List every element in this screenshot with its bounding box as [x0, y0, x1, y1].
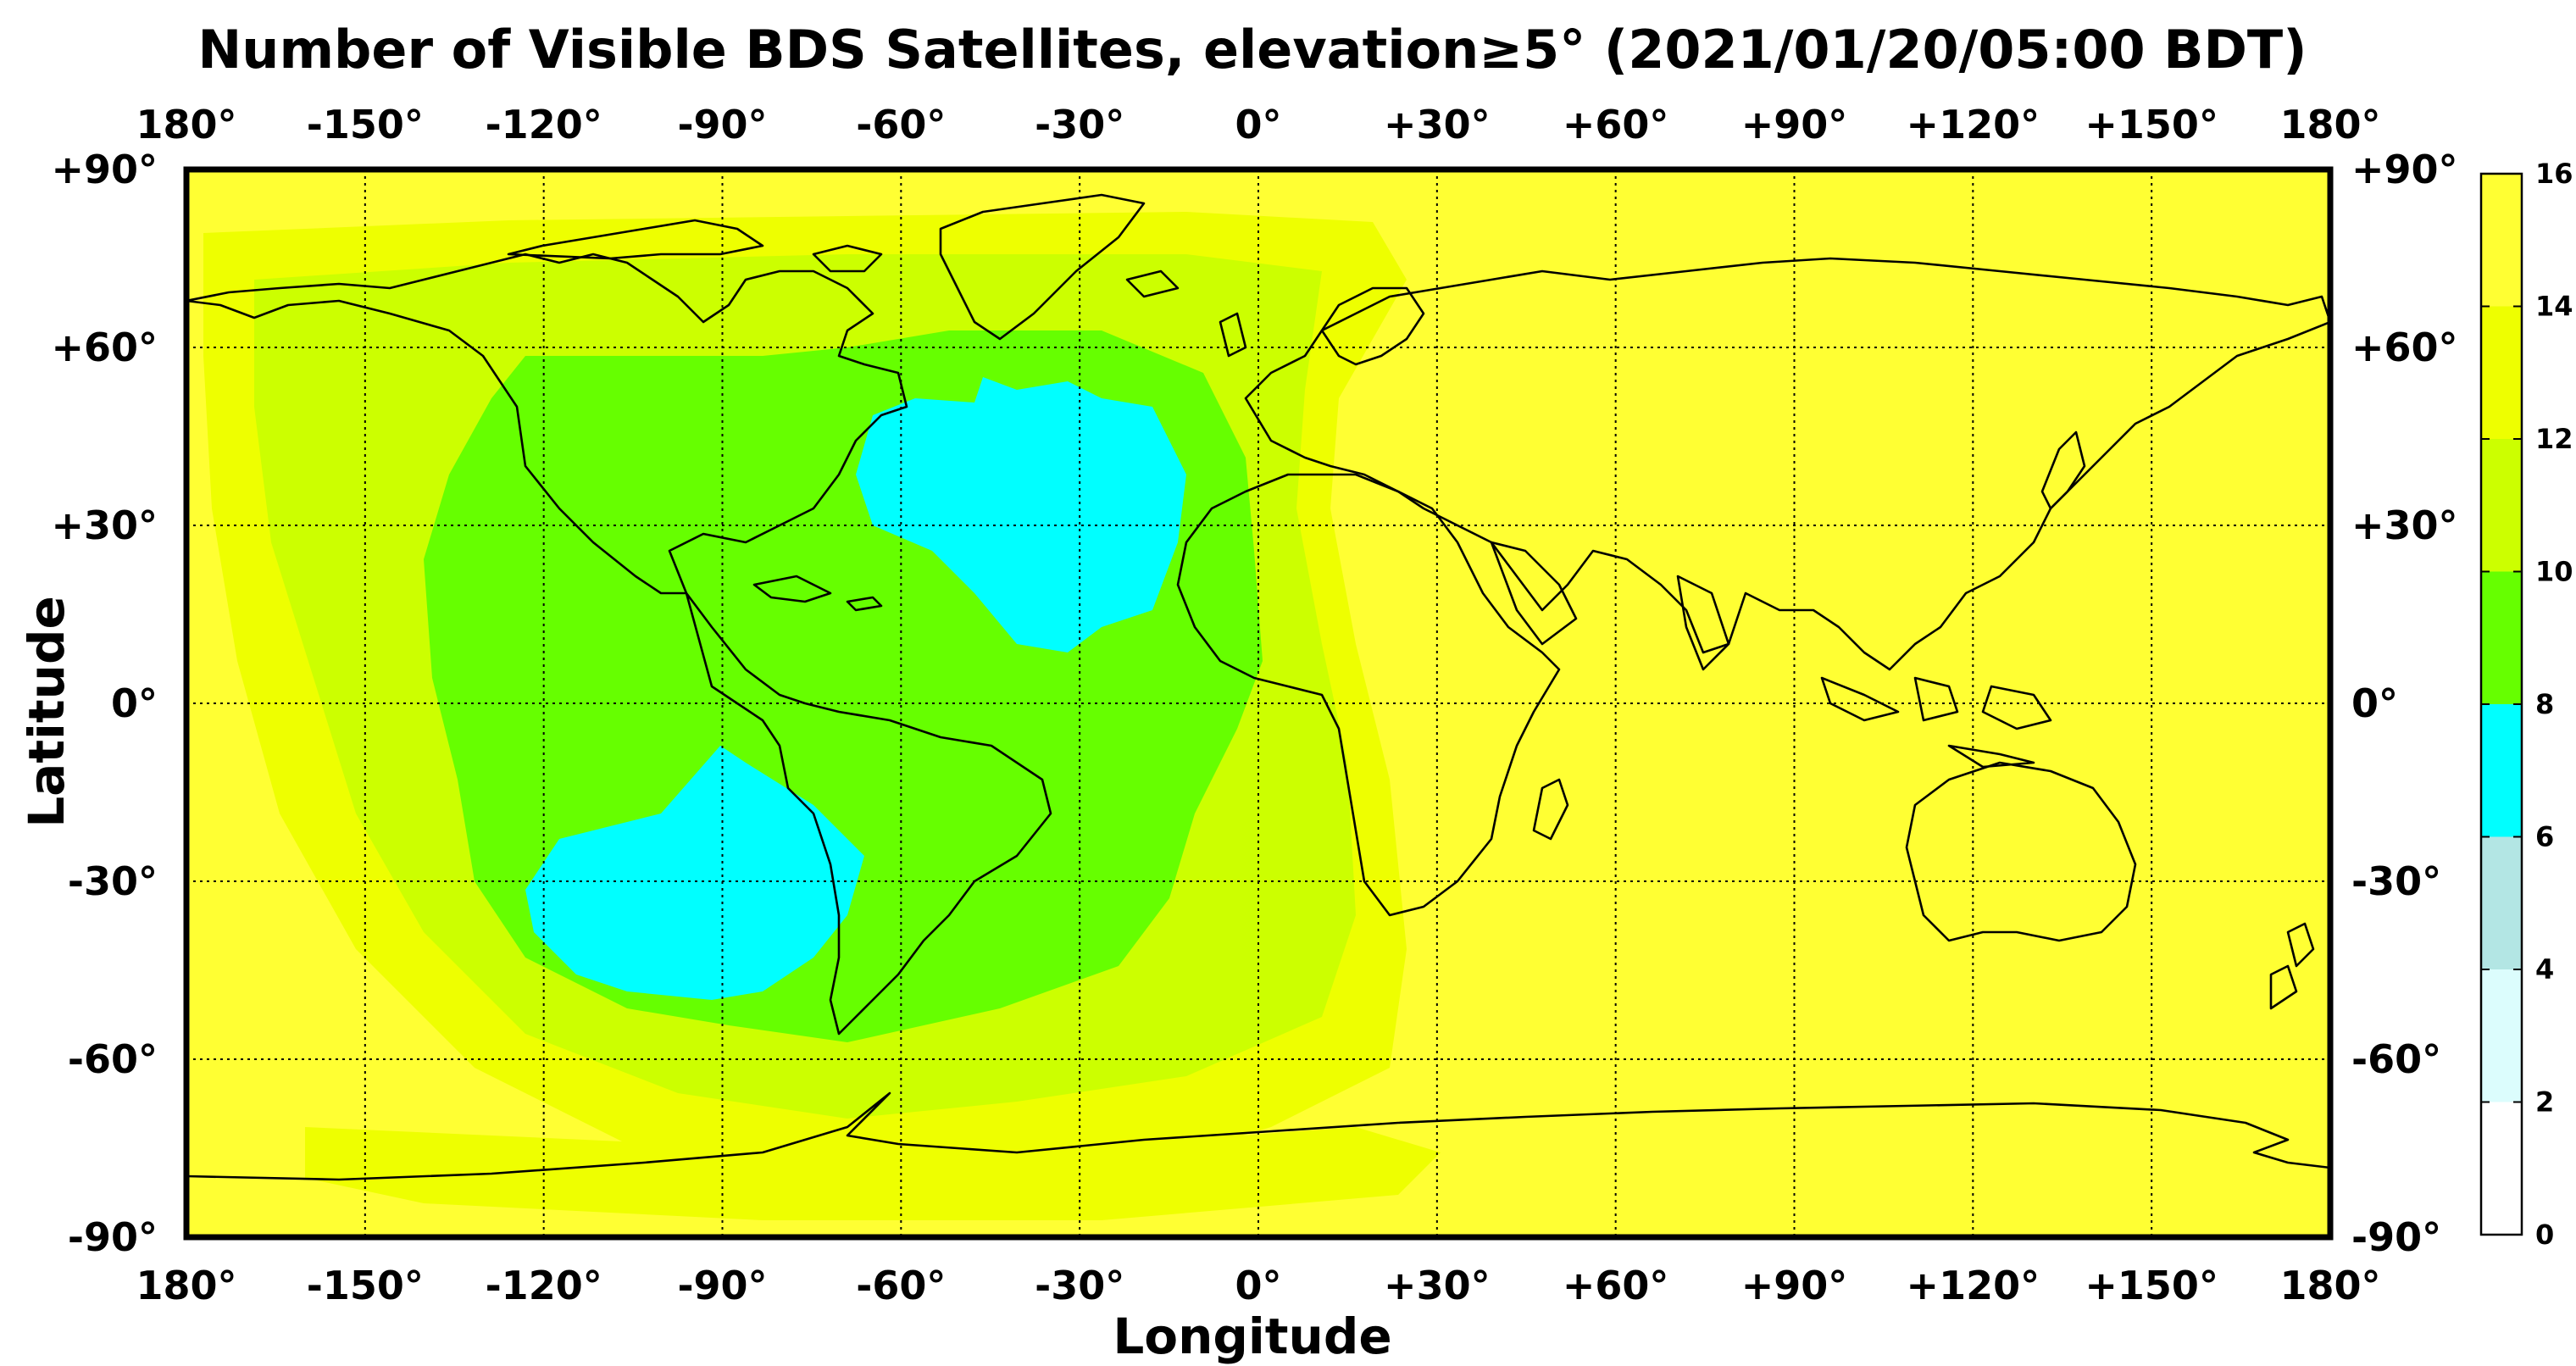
x-tick-label-bottom: +150° — [2085, 1263, 2218, 1308]
y-tick-label-right: +30° — [2351, 503, 2458, 548]
x-tick-label-top: +60° — [1563, 102, 1669, 147]
y-ticks-left: +90° +60° +30° 0° -30° -60° -90° — [51, 147, 158, 1260]
x-tick-label-bottom: -30° — [1035, 1263, 1124, 1308]
colorbar-tick-label: 4 — [2535, 953, 2554, 986]
x-tick-label-top: -90° — [677, 102, 767, 147]
colorbar-band — [2481, 174, 2522, 307]
colorbar-band — [2481, 1102, 2522, 1235]
y-ticks-right: +90° +60° +30° 0° -30° -60° -90° — [2351, 147, 2458, 1260]
y-tick-label-left: 0° — [111, 680, 158, 726]
colorbar-tick-label: 14 — [2535, 291, 2573, 323]
x-tick-label-top: 180° — [136, 102, 236, 147]
colorbar-bands — [2481, 174, 2522, 1235]
y-tick-label-right: -90° — [2351, 1214, 2441, 1260]
colorbar-tick-label: 2 — [2535, 1086, 2554, 1119]
colorbar-tick-label: 0 — [2535, 1219, 2554, 1251]
colorbar-band — [2481, 704, 2522, 837]
x-tick-label-top: -30° — [1035, 102, 1124, 147]
chart-title: Number of Visible BDS Satellites, elevat… — [197, 19, 2307, 81]
x-tick-label-top: +150° — [2085, 102, 2218, 147]
y-tick-label-left: +30° — [51, 503, 158, 548]
y-tick-label-right: -60° — [2351, 1036, 2441, 1082]
y-tick-label-left: -90° — [68, 1214, 158, 1260]
x-tick-label-top: -120° — [486, 102, 602, 147]
x-tick-label-top: +30° — [1384, 102, 1491, 147]
x-tick-label-bottom: -60° — [856, 1263, 946, 1308]
x-ticks-top: 180° -150° -120° -90° -60° -30° 0° +30° +60° +90°… — [136, 102, 2380, 147]
x-tick-label-top: -150° — [307, 102, 424, 147]
colorbar-band — [2481, 439, 2522, 572]
colorbar-ticks: 16 14 12 10 8 6 4 2 0 — [2481, 158, 2573, 1251]
graticule-grid — [186, 169, 2330, 1237]
x-tick-label-top: -60° — [856, 102, 946, 147]
y-tick-label-right: +90° — [2351, 147, 2458, 192]
colorbar-band — [2481, 836, 2522, 969]
colorbar-tick-label: 16 — [2535, 158, 2573, 190]
y-axis-label: Latitude — [18, 596, 75, 828]
x-ticks-bottom: 180° -150° -120° -90° -60° -30° 0° +30° +60° +90°… — [136, 1263, 2380, 1308]
colorbar-tick-label: 8 — [2535, 688, 2554, 720]
colorbar-band — [2481, 306, 2522, 439]
x-tick-label-top: 180° — [2279, 102, 2380, 147]
x-tick-label-bottom: 180° — [2279, 1263, 2380, 1308]
colorbar: 16 14 12 10 8 6 4 2 0 — [2479, 158, 2573, 1251]
x-tick-label-bottom: 180° — [136, 1263, 236, 1308]
level-6-8-north-atlantic — [856, 377, 1186, 652]
x-tick-label-bottom: +90° — [1741, 1263, 1848, 1308]
level-6-8-southeast-pacific — [525, 746, 864, 1000]
x-tick-label-bottom: -90° — [677, 1263, 767, 1308]
y-tick-label-right: +60° — [2351, 325, 2458, 370]
level-12-14-south-rim — [305, 1127, 1441, 1220]
colorbar-tick-label: 10 — [2535, 556, 2573, 588]
map-frame — [183, 166, 2334, 1241]
colorbar-band — [2481, 571, 2522, 704]
x-tick-label-bottom: +60° — [1563, 1263, 1669, 1308]
y-tick-label-left: -30° — [68, 858, 158, 904]
x-tick-label-bottom: -150° — [307, 1263, 424, 1308]
colorbar-tick-label: 6 — [2535, 821, 2554, 853]
x-tick-label-top: +120° — [1907, 102, 2040, 147]
y-tick-label-left: -60° — [68, 1036, 158, 1082]
y-tick-label-left: +60° — [51, 325, 158, 370]
x-tick-label-bottom: -120° — [486, 1263, 602, 1308]
x-tick-label-bottom: +30° — [1384, 1263, 1491, 1308]
map-area — [183, 166, 2334, 1241]
colorbar-tick-label: 12 — [2535, 423, 2573, 455]
y-tick-label-right: 0° — [2351, 680, 2398, 726]
x-axis-label: Longitude — [1113, 1308, 1391, 1365]
y-tick-label-right: -30° — [2351, 858, 2441, 904]
coastlines — [186, 193, 2330, 1181]
x-tick-label-bottom: +120° — [1907, 1263, 2040, 1308]
y-tick-label-left: +90° — [51, 147, 158, 192]
x-tick-label-bottom: 0° — [1235, 1263, 1281, 1308]
colorbar-band — [2481, 969, 2522, 1102]
x-tick-label-top: 0° — [1235, 102, 1281, 147]
x-tick-label-top: +90° — [1741, 102, 1848, 147]
